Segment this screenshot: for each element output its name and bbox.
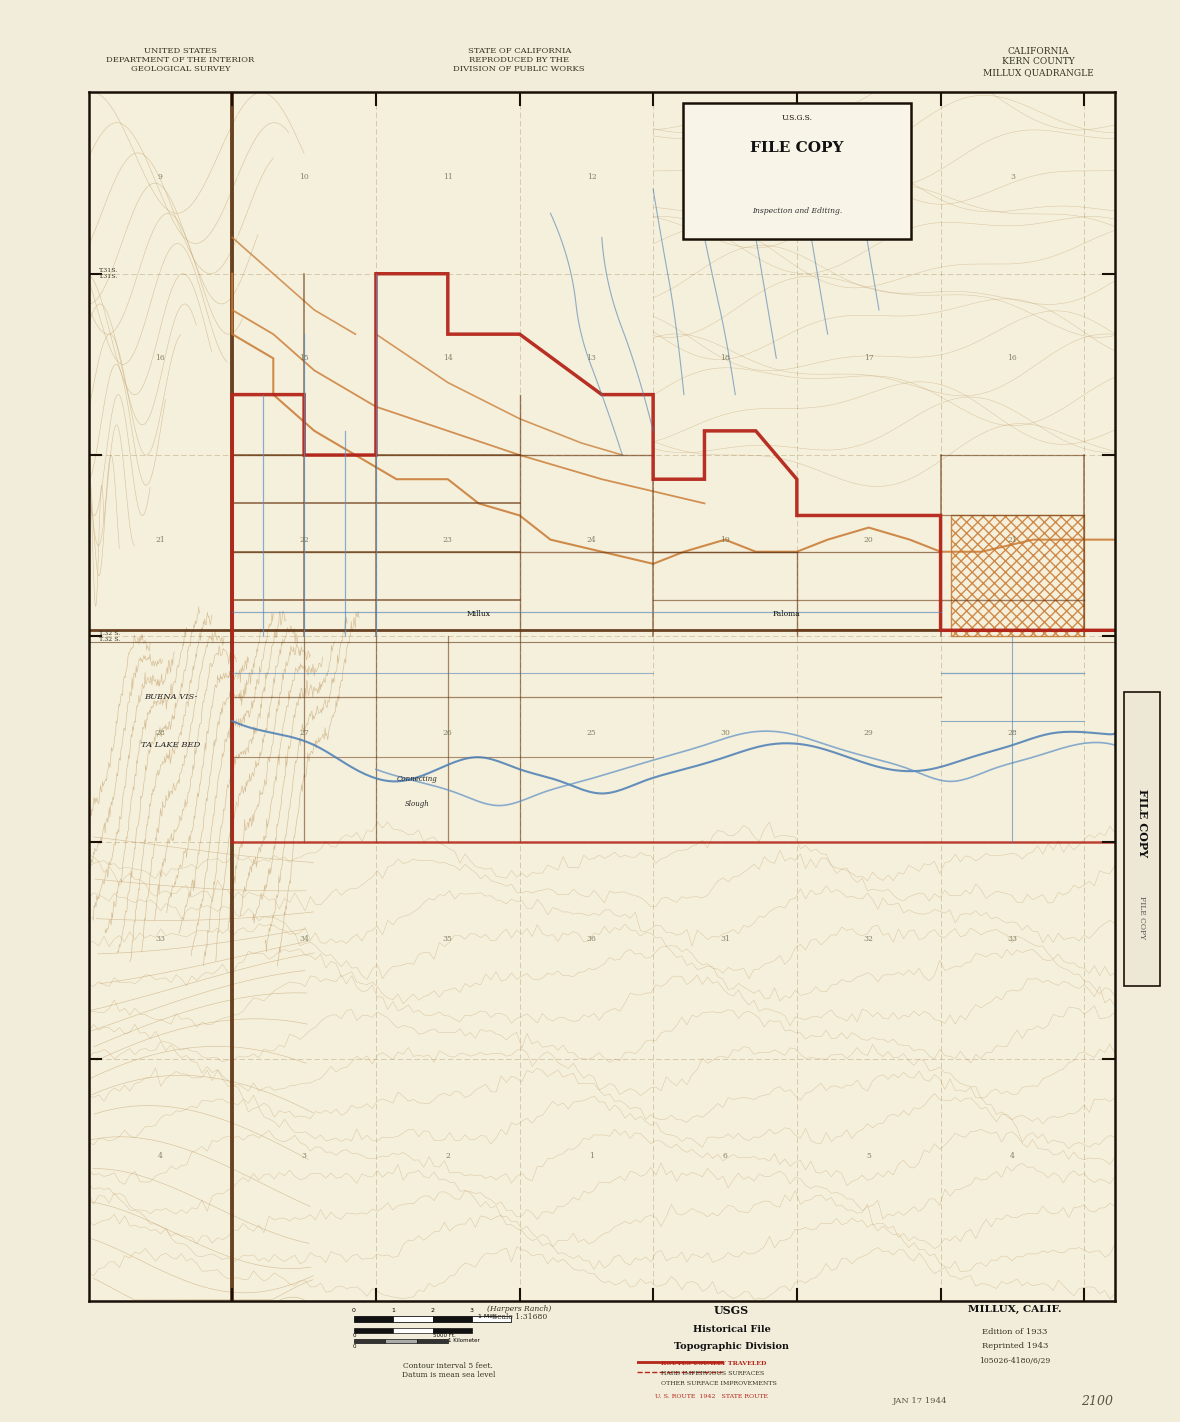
Text: 33: 33 [156,934,165,943]
Text: 2: 2 [431,1308,434,1313]
Text: 20: 20 [864,536,873,543]
Text: 1: 1 [392,1308,395,1313]
Text: 25: 25 [586,729,596,737]
Text: FILE COPY: FILE COPY [1139,896,1146,939]
Text: 3: 3 [470,1308,474,1313]
Text: UNITED STATES
DEPARTMENT OF THE INTERIOR
GEOLOGICAL SURVEY: UNITED STATES DEPARTMENT OF THE INTERIOR… [106,47,255,74]
Text: Edition of 1933: Edition of 1933 [982,1328,1048,1337]
Text: 17: 17 [864,354,873,363]
Text: MILLUX, CALIF.: MILLUX, CALIF. [968,1305,1062,1314]
Text: 34: 34 [300,934,309,943]
Text: 5: 5 [866,1152,871,1160]
Text: FILE COPY: FILE COPY [1136,789,1148,857]
Text: 29: 29 [864,729,873,737]
Text: 22: 22 [300,536,309,543]
Text: 1: 1 [589,1152,594,1160]
Text: 14: 14 [442,354,453,363]
Text: T.32 S.
T.32 S.: T.32 S. T.32 S. [99,631,120,641]
Text: 27: 27 [300,729,309,737]
Text: 30: 30 [720,729,730,737]
Text: USGS: USGS [714,1305,749,1317]
Text: 5000 Ft.: 5000 Ft. [433,1334,455,1338]
Text: 31: 31 [720,934,730,943]
Text: HARD IMPERVIOUS SURFACES: HARD IMPERVIOUS SURFACES [661,1371,765,1376]
Text: Slough: Slough [405,799,430,808]
Text: 16: 16 [1008,354,1017,363]
Text: (Harpers Ranch): (Harpers Ranch) [487,1305,551,1314]
Text: BUENA VIS-: BUENA VIS- [144,693,197,701]
Text: 28: 28 [156,729,165,737]
Text: U. S. ROUTE  1942   STATE ROUTE: U. S. ROUTE 1942 STATE ROUTE [655,1394,768,1399]
Bar [393,1317,433,1321]
Text: Contour interval 5 feet.
Datum is mean sea level: Contour interval 5 feet. Datum is mean s… [401,1362,496,1379]
Text: 18: 18 [720,354,730,363]
Text: 23: 23 [442,536,453,543]
Text: JAN 17 1944: JAN 17 1944 [893,1396,948,1405]
Text: 15: 15 [300,354,309,363]
Text: 2: 2 [445,1152,451,1160]
Bar [354,1340,386,1344]
Bar [433,1328,472,1332]
Text: TA LAKE BED: TA LAKE BED [140,741,201,749]
Text: 2100: 2100 [1081,1395,1114,1408]
Bar [354,1317,393,1321]
Text: 32: 32 [864,934,873,943]
Text: U.S.G.S.: U.S.G.S. [781,114,812,122]
Text: 4: 4 [158,1152,163,1160]
Bar [951,516,1084,637]
Text: 10: 10 [300,173,309,181]
Text: 21: 21 [156,536,165,543]
Text: Inspection and Editing.: Inspection and Editing. [752,208,843,215]
Text: 1 Kilometer: 1 Kilometer [448,1338,480,1344]
Text: OTHER SURFACE IMPROVEMENTS: OTHER SURFACE IMPROVEMENTS [661,1381,776,1386]
Text: 3: 3 [302,1152,307,1160]
Text: 105026-4180/6/29: 105026-4180/6/29 [979,1357,1050,1365]
Text: ROUTES USUALLY TRAVELED: ROUTES USUALLY TRAVELED [661,1361,766,1367]
Text: 28: 28 [1008,729,1017,737]
Text: STATE OF CALIFORNIA
REPRODUCED BY THE
DIVISION OF PUBLIC WORKS: STATE OF CALIFORNIA REPRODUCED BY THE DI… [453,47,585,74]
Text: 11: 11 [442,173,453,181]
FancyBboxPatch shape [683,104,911,239]
Text: Historical File: Historical File [693,1325,771,1334]
Text: 0: 0 [352,1308,356,1313]
Text: 21: 21 [1008,536,1017,543]
Text: Connecting: Connecting [396,775,438,784]
Text: 19: 19 [720,536,730,543]
Text: Paloma: Paloma [773,610,800,619]
Text: 9: 9 [158,173,163,181]
Text: 0: 0 [353,1334,355,1338]
Text: T.31S.
T.31S.: T.31S. T.31S. [99,269,118,279]
Text: 6: 6 [722,1152,727,1160]
Text: 33: 33 [1008,934,1017,943]
Text: CALIFORNIA
KERN COUNTY
MILLUX QUADRANGLE: CALIFORNIA KERN COUNTY MILLUX QUADRANGLE [983,47,1094,77]
Text: 16: 16 [156,354,165,363]
Text: 12: 12 [586,173,596,181]
Text: FILE COPY: FILE COPY [750,141,844,155]
Text: 2: 2 [866,173,871,181]
Bar [386,1340,417,1344]
Text: Millux: Millux [466,610,491,619]
Bar [433,1317,472,1321]
Text: Reprinted 1943: Reprinted 1943 [982,1342,1048,1351]
Bar [417,1340,448,1344]
Text: 36: 36 [586,934,596,943]
Text: 24: 24 [586,536,596,543]
Text: 26: 26 [442,729,453,737]
Text: 13: 13 [586,354,596,363]
Bar [354,1328,393,1332]
Text: 0: 0 [353,1344,355,1349]
Text: 1 Mile: 1 Mile [478,1314,497,1318]
Bar [393,1328,433,1332]
Text: 1: 1 [722,173,727,181]
Bar [472,1317,511,1321]
Text: Scale 1:31680: Scale 1:31680 [492,1313,546,1321]
Text: 3: 3 [1010,173,1015,181]
Text: 35: 35 [442,934,453,943]
Text: Topographic Division: Topographic Division [674,1342,789,1351]
Text: 4: 4 [1010,1152,1015,1160]
FancyBboxPatch shape [1125,693,1160,985]
